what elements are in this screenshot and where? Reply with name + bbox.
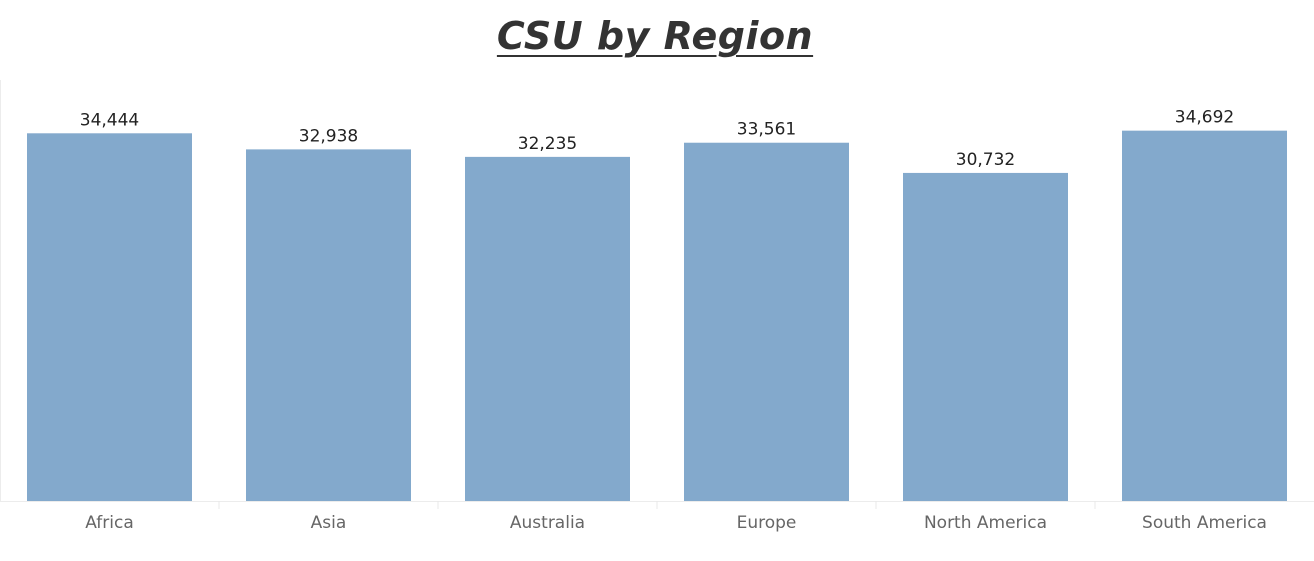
chart-title: CSU by Region	[496, 14, 814, 58]
bar-asia[interactable]	[246, 149, 411, 501]
bar-africa[interactable]	[27, 133, 192, 501]
value-label: 32,938	[299, 126, 358, 146]
bar-australia[interactable]	[465, 156, 630, 501]
category-label: Africa	[85, 513, 134, 533]
bars-group	[27, 130, 1287, 502]
bar-south-america[interactable]	[1122, 130, 1287, 501]
value-label: 34,692	[1175, 108, 1234, 128]
category-label: Europe	[737, 513, 797, 533]
category-label: Asia	[311, 513, 347, 533]
value-label: 33,561	[737, 120, 796, 140]
category-label: South America	[1142, 513, 1267, 533]
value-label: 32,235	[518, 134, 577, 154]
category-label: North America	[924, 513, 1047, 533]
value-label: 30,732	[956, 150, 1015, 170]
value-labels-group: 34,444 32,938 32,235 33,561 30,732 34,692	[80, 108, 1234, 170]
bar-north-america[interactable]	[903, 172, 1068, 502]
bar-europe[interactable]	[684, 142, 849, 501]
value-label: 34,444	[80, 110, 139, 130]
category-label: Australia	[510, 513, 585, 533]
category-labels-group: Africa Asia Australia Europe North America So…	[85, 513, 1267, 533]
